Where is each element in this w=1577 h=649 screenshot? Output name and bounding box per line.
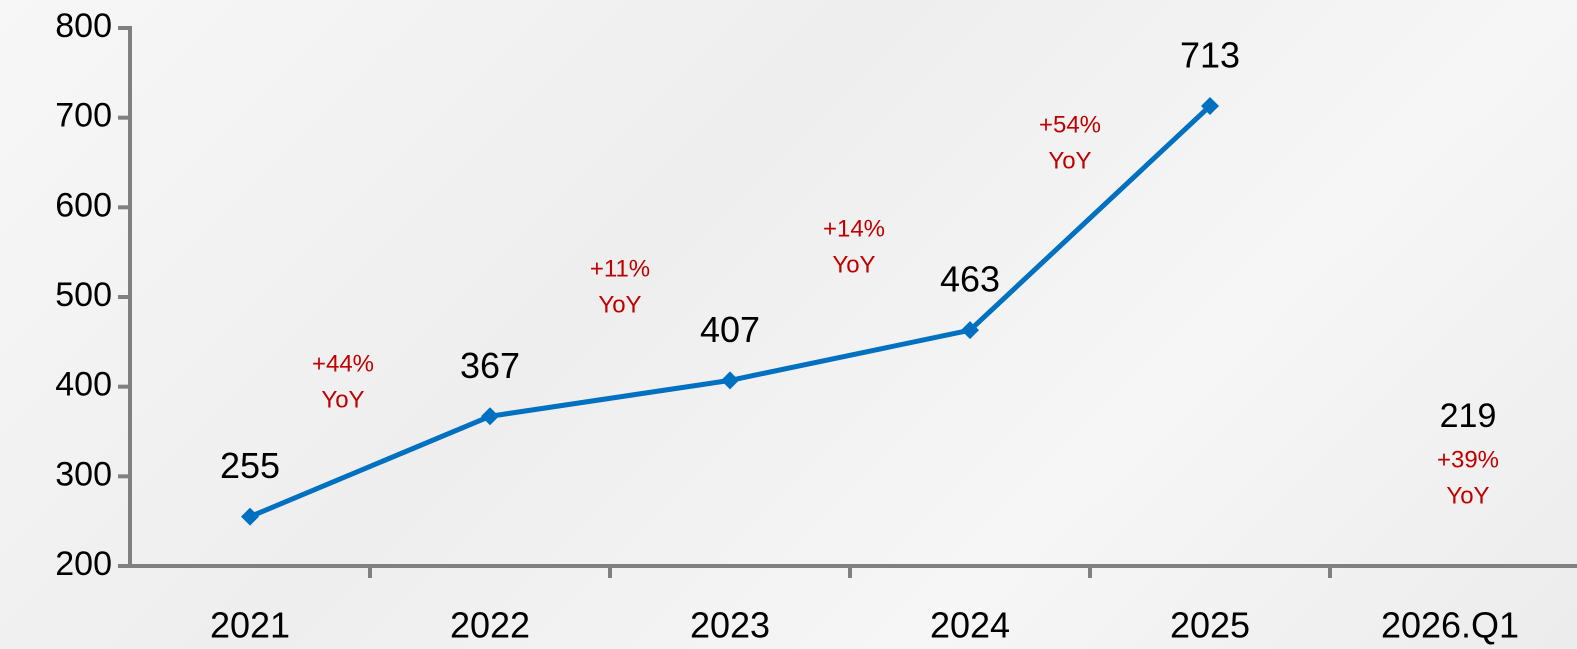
data-label: 463 (940, 259, 1000, 300)
x-tick-label: 2025 (1170, 605, 1250, 646)
point (721, 371, 739, 390)
yoy-annotation: +11% (590, 255, 650, 282)
yoy-annotation: YoY (1048, 147, 1091, 174)
point (961, 321, 979, 340)
data-label: 407 (700, 309, 760, 350)
yoy-annotation: +54% (1039, 111, 1101, 138)
quarter-label: 219 (1440, 397, 1497, 435)
data-label: 255 (220, 445, 280, 486)
point (481, 407, 499, 426)
yoy-annotation: YoY (598, 291, 641, 318)
y-tick-label: 600 (55, 186, 112, 224)
y-tick-label: 400 (55, 366, 112, 404)
y-tick-label: 700 (55, 97, 112, 135)
data-label: 713 (1180, 35, 1240, 76)
y-tick-label: 500 (55, 276, 112, 314)
x-tick-label: 2021 (210, 605, 290, 646)
point (241, 507, 259, 526)
yoy-annotation: YoY (832, 251, 875, 278)
yoy-annotation: YoY (321, 386, 364, 413)
point (1201, 97, 1219, 116)
yoy-annotation: YoY (1446, 482, 1489, 509)
yoy-annotation: +14% (823, 215, 885, 242)
data-label: 367 (460, 345, 520, 386)
y-tick-label: 200 (55, 545, 112, 583)
y-tick-label: 300 (55, 455, 112, 493)
x-tick-label: 2022 (450, 605, 530, 646)
y-tick-label: 800 (55, 7, 112, 45)
x-tick-label: 2023 (690, 605, 770, 646)
x-tick-label: 2024 (930, 605, 1010, 646)
yoy-annotation: +39% (1437, 446, 1499, 473)
yoy-annotation: +44% (312, 350, 374, 377)
x-tick-label: 2026.Q1 (1381, 605, 1519, 646)
